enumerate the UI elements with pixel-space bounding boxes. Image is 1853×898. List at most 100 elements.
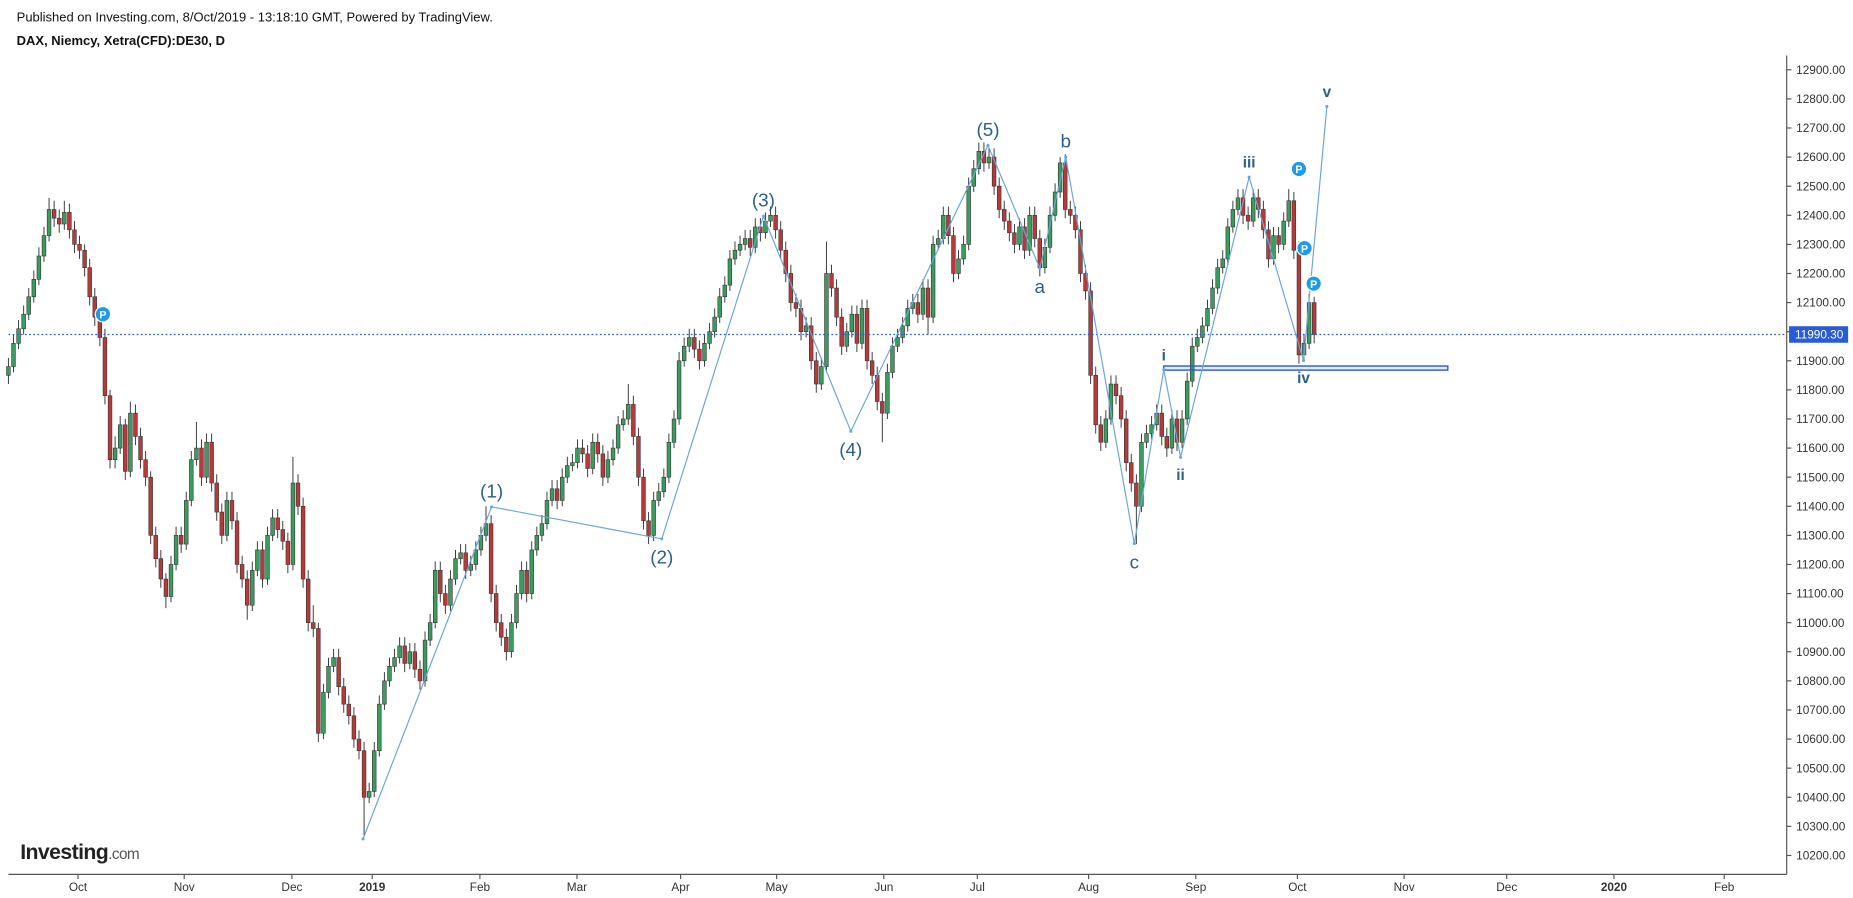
pivot-label: P xyxy=(99,309,106,321)
y-tick-label: 10400.00 xyxy=(1796,790,1846,804)
candle-body xyxy=(468,564,473,571)
y-tick-label: 10600.00 xyxy=(1796,732,1846,746)
candle-body xyxy=(366,791,372,798)
candle-body xyxy=(275,517,280,530)
candle-body xyxy=(1215,267,1220,289)
candle-body xyxy=(87,267,92,298)
wave-point xyxy=(1162,368,1166,372)
candle-body xyxy=(768,214,773,222)
y-tick-label: 11600.00 xyxy=(1796,441,1845,455)
candle-body xyxy=(1012,232,1017,245)
wave-label: (3) xyxy=(752,191,775,212)
candle-body xyxy=(1002,209,1007,222)
candle-body xyxy=(1220,258,1225,268)
candle-body xyxy=(245,578,250,606)
candle-body xyxy=(295,482,301,507)
candle-body xyxy=(748,238,753,248)
y-tick-label: 11800.00 xyxy=(1796,383,1845,397)
candle-body xyxy=(1200,325,1205,338)
candle-body xyxy=(778,229,783,251)
candle-body xyxy=(697,348,702,362)
candle-body xyxy=(890,345,895,373)
candle-body xyxy=(1068,209,1073,216)
candle-body xyxy=(305,578,311,623)
x-tick-label: Feb xyxy=(1714,880,1735,894)
candle-body xyxy=(661,476,667,493)
y-tick-label: 12500.00 xyxy=(1796,179,1846,193)
pivot-label: P xyxy=(1301,243,1308,255)
candle-body xyxy=(102,337,108,396)
candle-body xyxy=(880,401,885,414)
wave-label: v xyxy=(1323,84,1332,101)
y-tick-label: 12700.00 xyxy=(1796,121,1846,135)
wave-line xyxy=(1133,106,1328,544)
candle-body xyxy=(930,244,936,318)
candle-body xyxy=(783,249,788,274)
candle-body xyxy=(1134,482,1139,507)
candle-body xyxy=(6,366,11,376)
x-tick-label: Jul xyxy=(970,880,985,894)
x-tick-label: Mar xyxy=(567,880,587,894)
candle-body xyxy=(1093,375,1098,426)
candle-body xyxy=(808,325,814,362)
candle-body xyxy=(849,313,855,332)
candle-body xyxy=(1103,418,1109,443)
candle-body xyxy=(250,569,255,606)
wave-point xyxy=(490,505,494,509)
candle-body xyxy=(402,645,407,664)
logo-name: Investing xyxy=(20,840,108,864)
candle-body xyxy=(387,666,392,682)
candle-body xyxy=(1139,441,1144,507)
candle-body xyxy=(610,447,616,461)
x-tick-label: Aug xyxy=(1078,880,1099,894)
candle-body xyxy=(300,505,306,580)
candle-body xyxy=(285,540,291,565)
candle-body xyxy=(885,372,890,414)
candle-body xyxy=(590,441,595,469)
y-tick-label: 10800.00 xyxy=(1796,674,1846,688)
candle-body xyxy=(671,418,677,443)
candle-body xyxy=(681,345,687,362)
candle-body xyxy=(463,552,468,571)
candle-body xyxy=(1129,462,1134,484)
x-tick-label: Jun xyxy=(874,880,893,894)
pivot-marker xyxy=(94,305,112,323)
candle-body xyxy=(67,212,72,231)
y-tick-label: 11000.00 xyxy=(1796,616,1845,630)
candle-body xyxy=(351,715,357,740)
candle-body xyxy=(143,459,148,478)
candle-body xyxy=(742,238,748,245)
last-price-box xyxy=(1789,326,1849,343)
candle-body xyxy=(829,273,834,289)
wave-point xyxy=(1064,155,1068,159)
candle-body xyxy=(280,529,285,542)
candle-body xyxy=(36,255,42,280)
candle-body xyxy=(717,296,722,318)
candle-body xyxy=(356,738,362,751)
candle-body xyxy=(189,459,194,501)
y-tick-label: 10200.00 xyxy=(1796,849,1846,863)
candle-body xyxy=(260,549,265,580)
candle-body xyxy=(570,462,575,466)
candle-body xyxy=(209,441,214,484)
candle-body xyxy=(636,436,641,478)
y-tick-label: 11300.00 xyxy=(1796,529,1845,543)
candle-body xyxy=(178,535,184,545)
candle-body xyxy=(575,447,580,463)
candle-body xyxy=(1063,162,1068,210)
y-tick-label: 12100.00 xyxy=(1796,296,1846,310)
candle-body xyxy=(377,703,382,751)
candle-body xyxy=(920,287,926,315)
candle-body xyxy=(163,578,169,597)
candle-body xyxy=(509,622,514,653)
candle-body xyxy=(1017,226,1022,245)
candle-body xyxy=(1078,229,1083,274)
wave-label: (4) xyxy=(839,440,862,461)
candle-body xyxy=(483,523,489,536)
wave-label: (2) xyxy=(650,548,673,569)
candle-body xyxy=(641,476,646,522)
x-tick-label: Feb xyxy=(470,880,491,894)
candle-body xyxy=(869,360,875,376)
candle-body xyxy=(727,258,733,286)
candle-body xyxy=(168,564,174,597)
